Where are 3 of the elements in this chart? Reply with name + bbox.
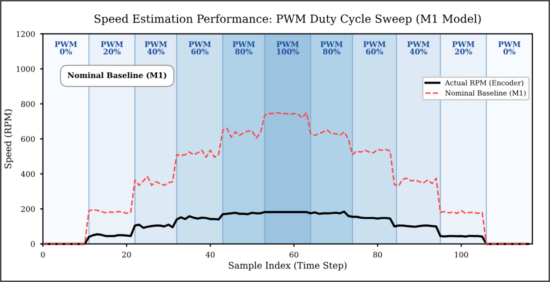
chart-title: Speed Estimation Performance: PWM Duty Cycle Sweep (M1 Model) — [94, 14, 481, 26]
x-axis-title: Sample Index (Time Step) — [228, 262, 346, 270]
y-axis-title: Speed (RPM) — [4, 109, 14, 168]
